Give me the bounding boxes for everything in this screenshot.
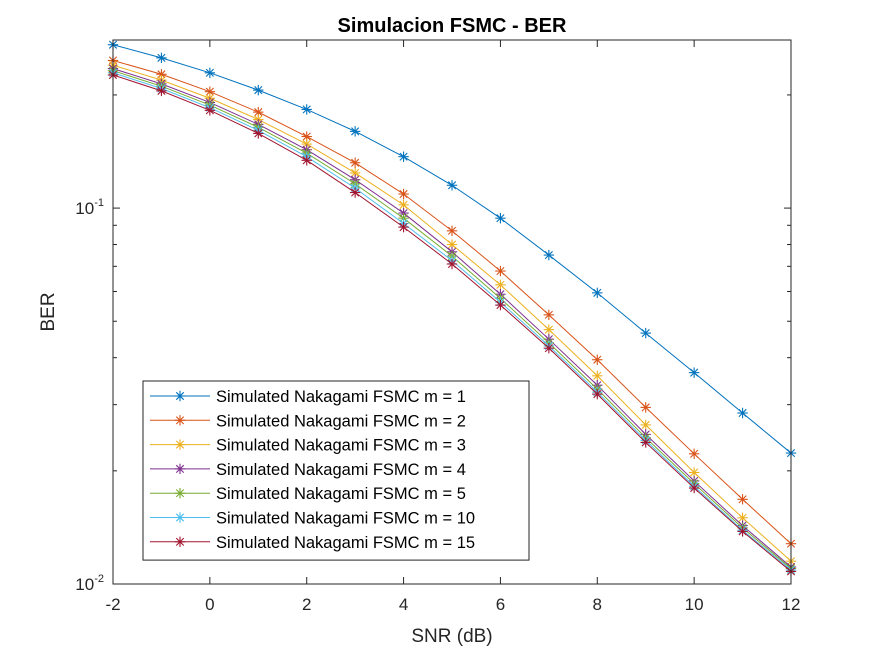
data-point	[398, 151, 409, 162]
x-tick-label: 8	[593, 595, 602, 614]
data-point	[640, 419, 651, 431]
x-tick-label: -2	[105, 595, 120, 614]
data-point	[495, 299, 506, 311]
legend-label: Simulated Nakagami FSMC m = 5	[216, 485, 466, 503]
data-point	[446, 258, 458, 270]
legend-marker	[174, 390, 186, 402]
data-point	[446, 239, 458, 250]
data-point	[495, 212, 506, 224]
legend-label: Simulated Nakagami FSMC m = 15	[216, 534, 475, 552]
data-point	[253, 128, 264, 139]
legend-label: Simulated Nakagami FSMC m = 1	[216, 388, 466, 406]
data-point	[640, 402, 651, 413]
data-point	[592, 370, 603, 381]
legend-marker	[174, 488, 186, 499]
legend-entry: Simulated Nakagami FSMC m = 4	[150, 461, 466, 479]
x-tick-label: 6	[496, 595, 505, 614]
data-point	[737, 494, 748, 505]
data-point	[543, 249, 555, 261]
data-point	[204, 67, 216, 79]
x-tick-label: 12	[782, 595, 801, 614]
data-point	[301, 104, 312, 115]
y-tick-exponent: -1	[94, 197, 104, 209]
x-tick-label: 10	[685, 595, 704, 614]
y-tick-exponent: -2	[94, 573, 104, 585]
data-point	[446, 180, 458, 191]
data-point	[398, 221, 409, 233]
data-point	[640, 437, 651, 448]
data-point	[737, 526, 748, 537]
data-point	[349, 126, 361, 137]
data-point	[543, 342, 555, 354]
legend-label: Simulated Nakagami FSMC m = 2	[216, 412, 466, 430]
data-point	[737, 407, 748, 419]
data-point	[737, 512, 748, 524]
legend-label: Simulated Nakagami FSMC m = 4	[216, 461, 466, 479]
legend-marker	[174, 536, 186, 547]
x-tick-label: 4	[399, 595, 408, 614]
legend-label: Simulated Nakagami FSMC m = 3	[216, 437, 466, 455]
series-1	[107, 39, 797, 459]
data-point	[592, 287, 603, 299]
series-2	[107, 55, 797, 549]
legend-entry: Simulated Nakagami FSMC m = 15	[150, 534, 475, 552]
y-axis-label: BER	[38, 292, 59, 331]
data-point	[592, 354, 603, 365]
data-point	[156, 52, 167, 64]
data-point	[592, 388, 603, 400]
data-point	[495, 265, 506, 277]
legend-marker	[174, 463, 186, 475]
chart-title: Simulacion FSMC - BER	[338, 15, 567, 37]
series-layer	[107, 39, 797, 577]
legend-marker	[174, 512, 186, 523]
data-point	[156, 85, 167, 97]
data-point	[398, 199, 409, 211]
data-point	[253, 84, 264, 96]
data-point	[688, 367, 700, 378]
x-axis-label: SNR (dB)	[411, 626, 492, 647]
data-point	[543, 324, 555, 335]
legend: Simulated Nakagami FSMC m = 1 Simulated N…	[142, 380, 530, 561]
legend-entry: Simulated Nakagami FSMC m = 3	[150, 437, 466, 455]
data-point	[398, 188, 409, 200]
legend-entry: Simulated Nakagami FSMC m = 1	[150, 388, 466, 406]
data-point	[349, 187, 361, 198]
data-point	[446, 225, 458, 237]
x-tick-label: 2	[302, 595, 311, 614]
series-7	[107, 69, 797, 577]
data-point	[543, 309, 555, 321]
legend-marker	[174, 415, 186, 426]
data-point	[688, 448, 700, 460]
data-point	[301, 155, 312, 166]
x-tick-label: 0	[205, 595, 214, 614]
data-point	[349, 157, 361, 168]
data-point	[495, 279, 506, 291]
legend-box	[142, 380, 530, 561]
data-point	[204, 105, 216, 116]
legend-entry: Simulated Nakagami FSMC m = 2	[150, 412, 466, 430]
legend-entry: Simulated Nakagami FSMC m = 10	[150, 510, 475, 528]
legend-entry: Simulated Nakagami FSMC m = 5	[150, 485, 466, 503]
data-point	[688, 482, 700, 494]
data-point	[640, 327, 651, 339]
legend-marker	[174, 439, 186, 450]
axes-box	[112, 39, 792, 585]
legend-label: Simulated Nakagami FSMC m = 10	[216, 510, 475, 528]
